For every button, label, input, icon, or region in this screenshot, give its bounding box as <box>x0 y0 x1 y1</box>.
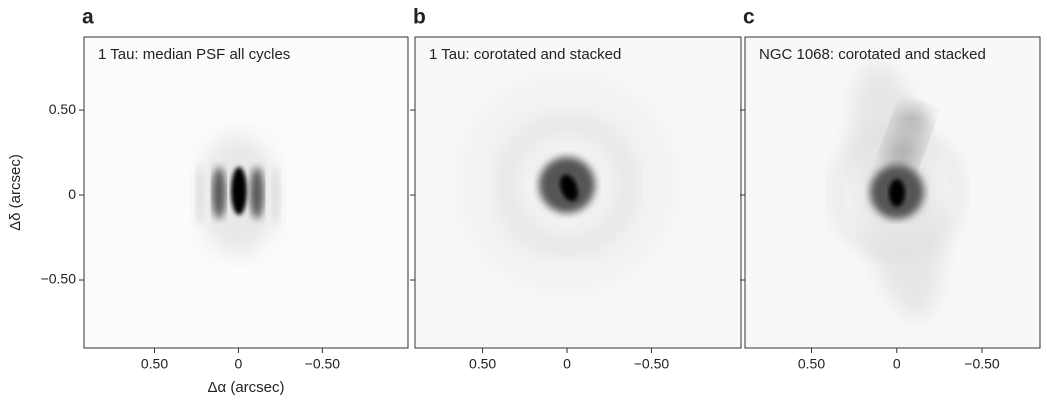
x-tick-label: 0.50 <box>469 356 496 372</box>
x-axis-label: Δα (arcsec) <box>207 379 284 396</box>
y-axis-label: Δδ (arcsec) <box>7 154 24 231</box>
panel-frame <box>83 36 409 349</box>
x-tick-label: 0.50 <box>141 356 168 372</box>
panel-label: b <box>413 6 426 29</box>
x-tick-label: 0 <box>893 356 901 372</box>
panel-title: NGC 1068: corotated and stacked <box>759 46 986 63</box>
x-tick-label: −0.50 <box>964 356 1000 372</box>
panel-label: c <box>743 6 755 29</box>
x-tick-label: −0.50 <box>305 356 341 372</box>
panel-label: a <box>82 6 94 29</box>
panel-frame <box>414 36 742 349</box>
panel-title: 1 Tau: median PSF all cycles <box>98 46 290 63</box>
y-tick-label: 0 <box>68 186 76 202</box>
ngc-image <box>745 37 1040 348</box>
x-tick-label: −0.50 <box>634 356 670 372</box>
x-tick-label: 0 <box>235 356 243 372</box>
stacked-image <box>415 37 741 348</box>
y-tick-label: −0.50 <box>41 271 77 287</box>
panel-frame <box>744 36 1041 349</box>
y-tick-label: 0.50 <box>49 101 76 117</box>
psf-image <box>84 37 408 348</box>
x-tick-label: 0.50 <box>798 356 825 372</box>
panel-title: 1 Tau: corotated and stacked <box>429 46 621 63</box>
x-tick-label: 0 <box>563 356 571 372</box>
